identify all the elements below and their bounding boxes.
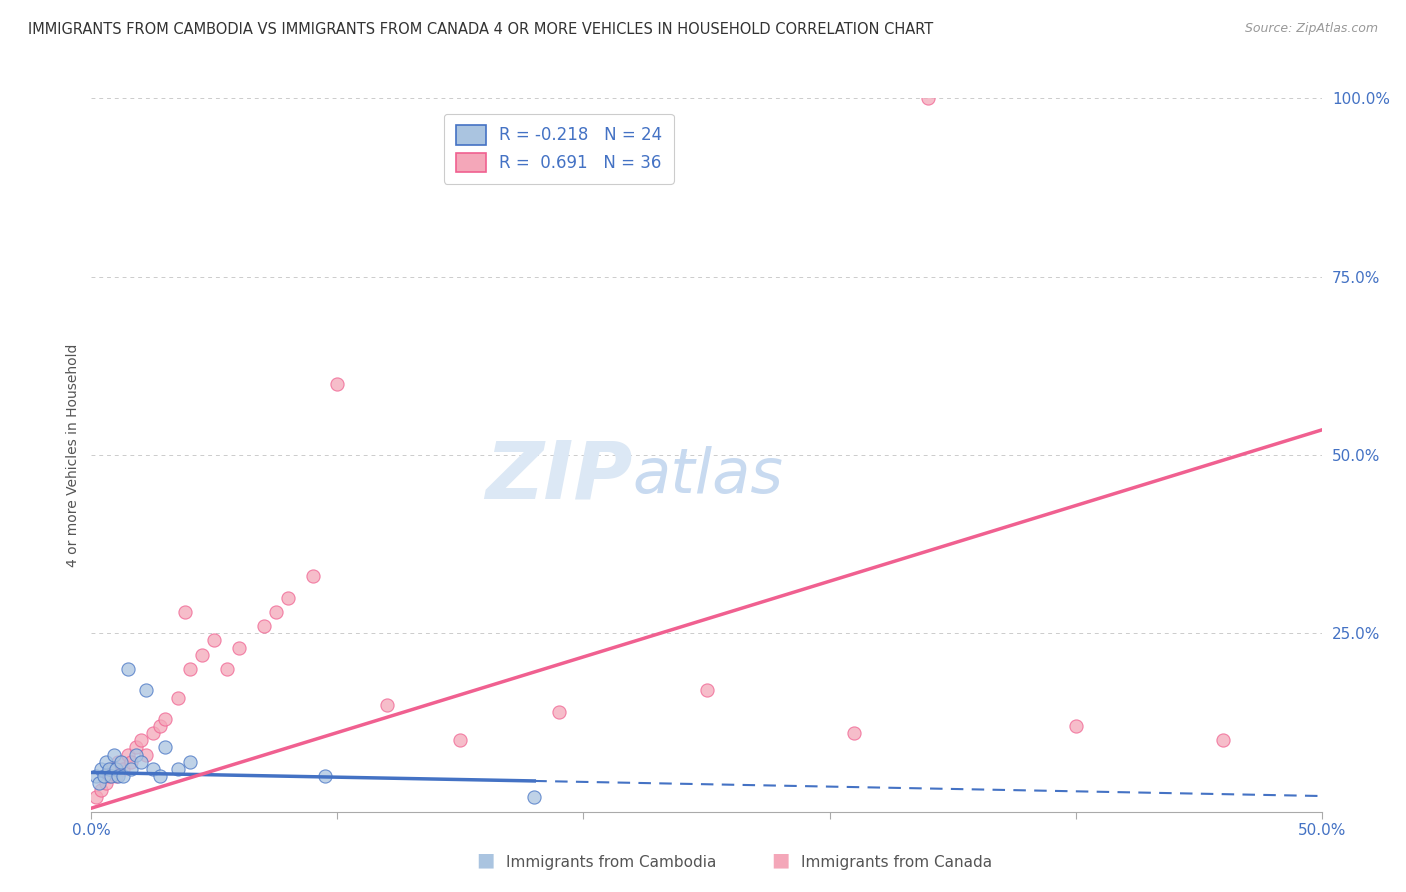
Text: IMMIGRANTS FROM CAMBODIA VS IMMIGRANTS FROM CANADA 4 OR MORE VEHICLES IN HOUSEHO: IMMIGRANTS FROM CAMBODIA VS IMMIGRANTS F… [28, 22, 934, 37]
Point [449, 733, 471, 747]
Point [301, 569, 323, 583]
Point [1064, 719, 1087, 733]
Point [105, 769, 127, 783]
Point [842, 726, 865, 740]
Point [191, 648, 214, 662]
Point [253, 619, 276, 633]
Point [135, 747, 156, 762]
Point [166, 762, 188, 776]
Point [202, 633, 225, 648]
Point [142, 762, 165, 776]
Point [149, 769, 172, 783]
Point [1212, 733, 1234, 747]
Point [90, 783, 112, 797]
Point [124, 747, 146, 762]
Point [117, 662, 139, 676]
Point [314, 769, 336, 783]
Point [120, 755, 142, 769]
Text: ■: ■ [475, 851, 495, 870]
Point [153, 712, 177, 726]
Point [112, 769, 135, 783]
Point [107, 769, 129, 783]
Text: ■: ■ [770, 851, 790, 870]
Point [100, 769, 122, 783]
Point [117, 747, 139, 762]
Text: ZIP: ZIP [485, 437, 633, 516]
Point [86, 790, 108, 805]
Point [142, 726, 165, 740]
Point [90, 762, 112, 776]
Point [86, 769, 108, 783]
Point [97, 769, 120, 783]
Point [107, 755, 129, 769]
Point [124, 740, 146, 755]
Point [166, 690, 188, 705]
Point [112, 762, 135, 776]
Point [129, 733, 152, 747]
Point [174, 605, 197, 619]
Point [277, 591, 299, 605]
Point [105, 762, 127, 776]
Point [120, 762, 142, 776]
Point [326, 376, 349, 391]
Text: atlas: atlas [633, 446, 783, 507]
Point [228, 640, 250, 655]
Point [149, 719, 172, 733]
Point [96, 755, 117, 769]
Point [264, 605, 287, 619]
Point [695, 683, 717, 698]
Point [100, 762, 122, 776]
Point [135, 683, 156, 698]
Point [87, 776, 110, 790]
Point [110, 755, 132, 769]
Point [93, 769, 115, 783]
Text: Source: ZipAtlas.com: Source: ZipAtlas.com [1244, 22, 1378, 36]
Point [179, 755, 201, 769]
Point [375, 698, 398, 712]
Text: Immigrants from Cambodia: Immigrants from Cambodia [506, 855, 717, 870]
Point [153, 740, 177, 755]
Point [103, 747, 125, 762]
Point [523, 790, 546, 805]
Point [97, 762, 120, 776]
Legend: R = -0.218   N = 24, R =  0.691   N = 36: R = -0.218 N = 24, R = 0.691 N = 36 [444, 113, 673, 184]
Point [215, 662, 238, 676]
Point [96, 776, 117, 790]
Y-axis label: 4 or more Vehicles in Household: 4 or more Vehicles in Household [66, 343, 80, 566]
Point [917, 91, 939, 105]
Point [129, 755, 152, 769]
Point [547, 705, 569, 719]
Text: Immigrants from Canada: Immigrants from Canada [801, 855, 993, 870]
Point [179, 662, 201, 676]
